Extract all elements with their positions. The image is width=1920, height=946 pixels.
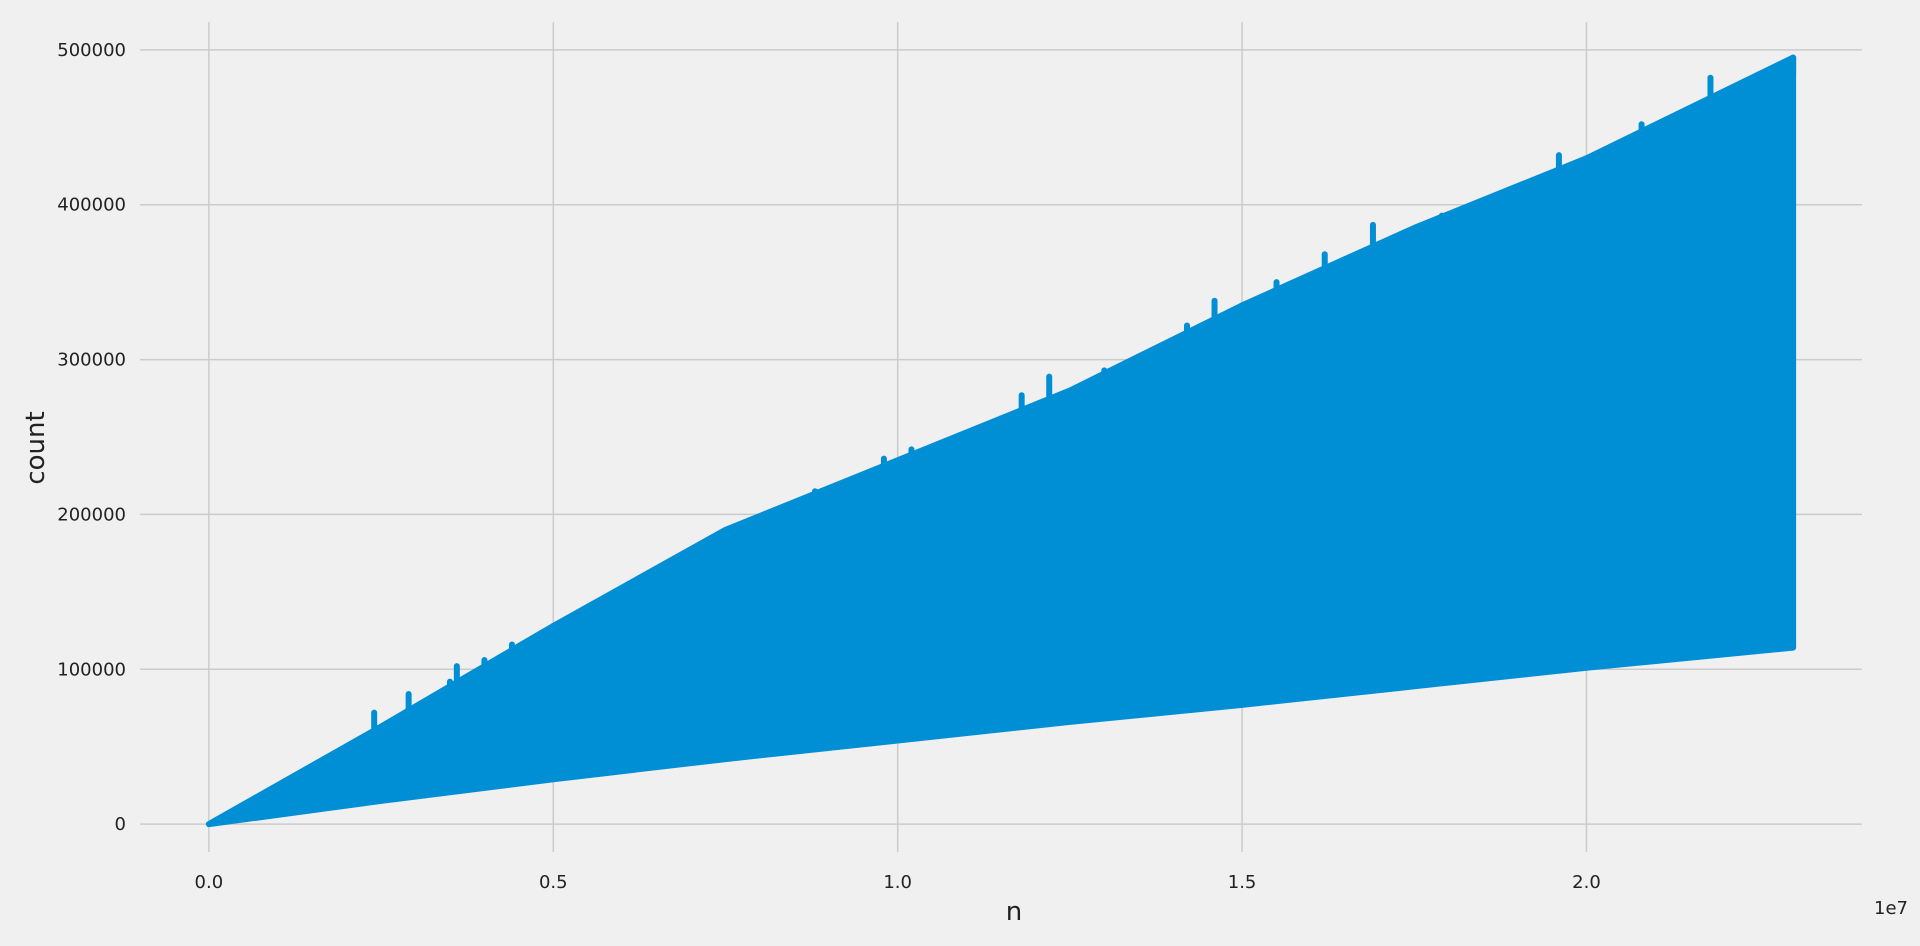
x-axis-offset-label: 1e7: [1874, 898, 1908, 919]
x-tick-label: 1.0: [883, 872, 912, 893]
x-tick-label: 0.0: [195, 872, 224, 893]
y-tick-label: 100000: [57, 659, 126, 680]
data-area: [205, 54, 1797, 828]
y-tick-label: 0: [115, 814, 126, 835]
y-tick-label: 200000: [57, 504, 126, 525]
y-tick-label: 300000: [57, 350, 126, 371]
axis-ticks: 0.0 0.5 1.0 1.5 2.0 0 100000 200000 300000 400000…: [57, 40, 1601, 893]
y-tick-label: 400000: [57, 195, 126, 216]
y-tick-label: 500000: [57, 40, 126, 61]
x-tick-label: 0.5: [539, 872, 568, 893]
x-tick-label: 2.0: [1572, 872, 1601, 893]
y-axis-label: count: [21, 411, 51, 484]
data-series: [205, 54, 1797, 828]
x-axis-label: n: [1006, 897, 1022, 927]
x-tick-label: 1.5: [1228, 872, 1257, 893]
